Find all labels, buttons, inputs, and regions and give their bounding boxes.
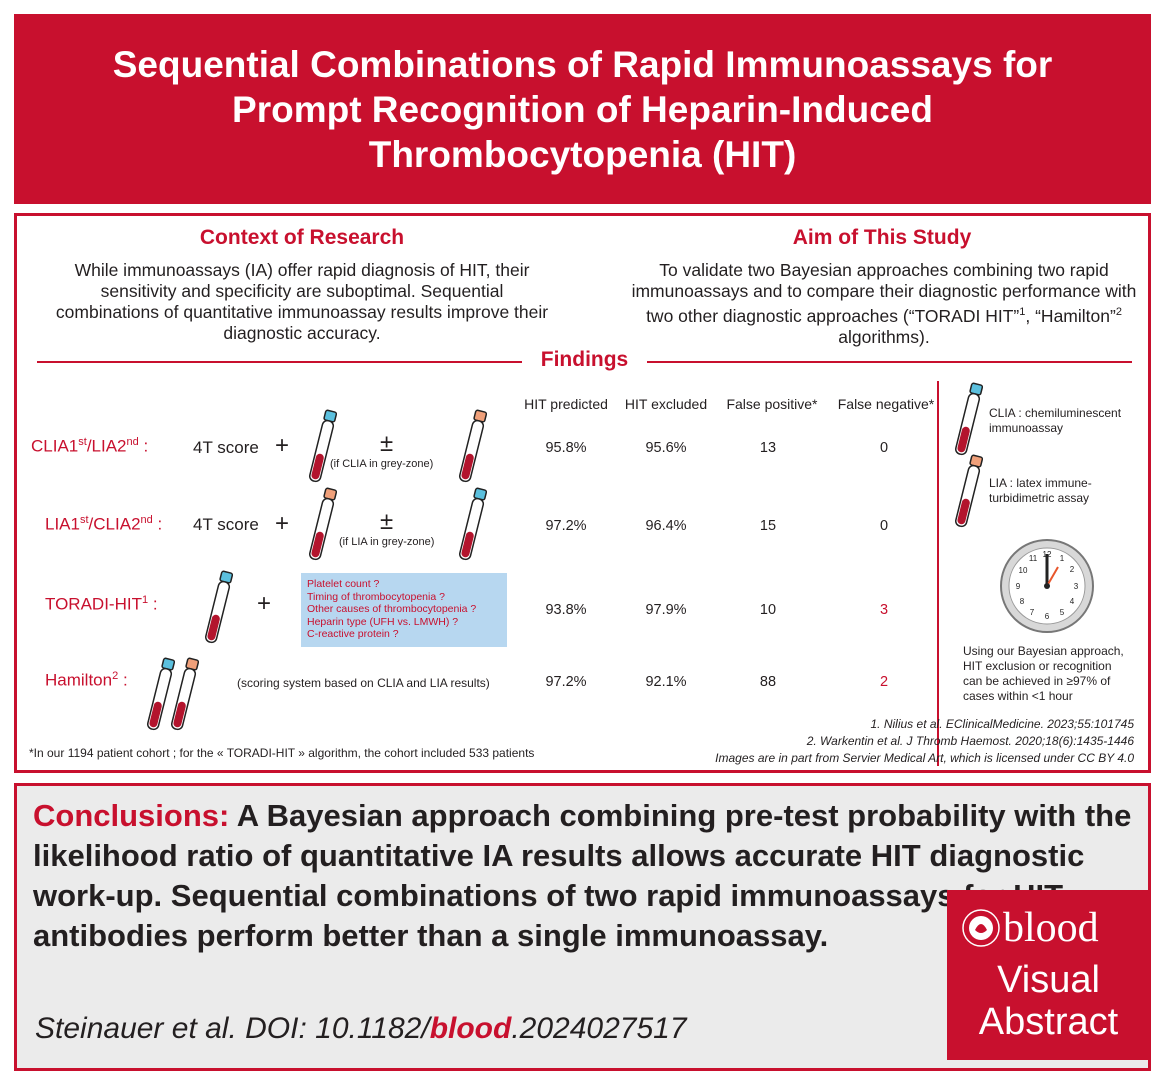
clock-number: 1 bbox=[1060, 554, 1065, 563]
row2-hit-predicted: 97.2% bbox=[545, 518, 587, 534]
clock-number: 10 bbox=[1019, 566, 1028, 575]
blood-visual-abstract-logo: blood Visual Abstract bbox=[947, 890, 1150, 1060]
legend-clock-text: Using our Bayesian approach, HIT exclusi… bbox=[963, 644, 1124, 703]
row1-false-positive: 13 bbox=[759, 440, 777, 456]
row2-4t-score: 4T score bbox=[193, 515, 259, 534]
toradi-criterion: C-reactive protein ? bbox=[307, 628, 399, 640]
clock-number: 11 bbox=[1029, 554, 1038, 563]
row2-false-negative: 0 bbox=[879, 518, 889, 534]
cohort-footnote: *In our 1194 patient cohort ; for the « … bbox=[29, 746, 535, 760]
reference-2: 2. Warkentin et al. J Thromb Haemost. 20… bbox=[806, 734, 1134, 748]
blood-seal-icon bbox=[962, 909, 1000, 947]
row4-false-negative: 2 bbox=[879, 674, 889, 690]
clock-number: 8 bbox=[1020, 597, 1025, 606]
reference-1: 1. Nilius et al. EClinicalMedicine. 2023… bbox=[870, 717, 1135, 731]
conclusion-body: A Bayesian approach combining pre-test p… bbox=[33, 798, 1132, 953]
row4-hit-excluded: 92.1% bbox=[645, 674, 687, 690]
clia-tube-icon bbox=[146, 657, 175, 731]
row1-hit-predicted: 95.8% bbox=[545, 440, 587, 456]
row2-false-positive: 15 bbox=[759, 518, 777, 534]
lia-tube-icon bbox=[170, 657, 199, 731]
col-false-negative: False negative* bbox=[837, 396, 935, 412]
row1-false-negative: 0 bbox=[879, 440, 889, 456]
toradi-criteria-box: Platelet count ? Timing of thrombocytope… bbox=[301, 573, 507, 647]
row3-false-positive: 10 bbox=[759, 602, 777, 618]
clock-number: 9 bbox=[1016, 582, 1021, 591]
hamilton-note: (scoring system based on CLIA and LIA re… bbox=[237, 676, 490, 690]
logo-line-visual: Visual bbox=[997, 959, 1100, 1001]
page-title: Sequential Combinations of Rapid Immunoa… bbox=[112, 43, 1053, 175]
legend-lia: LIA : latex immune-turbidimetric assay bbox=[989, 476, 1092, 505]
aim-heading: Aim of This Study bbox=[792, 226, 972, 249]
clock-number: 4 bbox=[1070, 597, 1075, 606]
conclusion-label: Conclusions: bbox=[33, 798, 230, 833]
toradi-criterion: Timing of thrombocytopenia ? bbox=[307, 590, 445, 603]
clia-tube-icon bbox=[458, 487, 487, 561]
row-label-lia1-clia2: LIA1st/CLIA2nd : bbox=[45, 514, 163, 534]
title-banner: Sequential Combinations of Rapid Immunoa… bbox=[14, 14, 1151, 204]
clock-icon: 12 1 2 3 4 5 6 7 8 9 10 11 bbox=[1000, 539, 1094, 633]
findings-rule-right bbox=[647, 361, 1132, 363]
row3-hit-predicted: 93.8% bbox=[545, 602, 587, 618]
legend-clia: CLIA : chemiluminescent immunoassay bbox=[989, 406, 1122, 435]
row1-4t-score: 4T score bbox=[193, 438, 259, 457]
row1-hit-excluded: 95.6% bbox=[645, 440, 687, 456]
row2-grey-zone-note: (if LIA in grey-zone) bbox=[339, 536, 435, 548]
aim-text-tail: (“TORADI HIT”1, “Hamilton”2 algorithms). bbox=[838, 305, 1122, 347]
col-hit-predicted: HIT predicted bbox=[524, 396, 608, 412]
row2-hit-excluded: 96.4% bbox=[645, 518, 687, 534]
legend-divider bbox=[937, 381, 939, 766]
col-false-positive: False positive* bbox=[726, 396, 818, 412]
row4-false-positive: 88 bbox=[759, 674, 777, 690]
aim-text-main: To validate two Bayesian approaches comb… bbox=[631, 260, 1137, 326]
findings-rule-left bbox=[37, 361, 522, 363]
clia-tube-icon bbox=[204, 570, 233, 644]
clock-number: 3 bbox=[1074, 582, 1079, 591]
logo-brand: blood bbox=[1003, 905, 1099, 951]
conclusion-panel: Conclusions: A Bayesian approach combini… bbox=[14, 783, 1151, 1071]
toradi-criterion: Platelet count ? bbox=[307, 578, 380, 590]
toradi-criterion: Other causes of thrombocytopenia ? bbox=[307, 603, 477, 615]
clock-number: 7 bbox=[1030, 608, 1035, 617]
clock-number: 5 bbox=[1060, 608, 1065, 617]
lia-tube-icon bbox=[458, 409, 487, 483]
row1-plus-minus: ± bbox=[380, 430, 394, 457]
row3-false-negative: 3 bbox=[879, 602, 889, 618]
clia-tube-icon bbox=[308, 409, 337, 483]
row2-plus: + bbox=[275, 510, 290, 537]
clock-number: 2 bbox=[1070, 565, 1075, 574]
row4-hit-predicted: 97.2% bbox=[545, 674, 587, 690]
row1-grey-zone-note: (if CLIA in grey-zone) bbox=[330, 458, 434, 470]
conclusion-text: Conclusions: A Bayesian approach combini… bbox=[33, 796, 1133, 956]
toradi-criterion: Heparin type (UFH vs. LMWH) ? bbox=[307, 615, 459, 628]
lia-tube-icon bbox=[308, 487, 337, 561]
clock-number: 6 bbox=[1045, 612, 1050, 621]
clia-tube-icon bbox=[954, 382, 983, 456]
row3-plus: + bbox=[257, 590, 272, 617]
aim-text: To validate two Bayesian approaches comb… bbox=[629, 260, 1139, 348]
row3-hit-excluded: 97.9% bbox=[645, 602, 687, 618]
col-hit-excluded: HIT excluded bbox=[624, 396, 708, 412]
citation: Steinauer et al. DOI: 10.1182/blood.2024… bbox=[35, 1012, 687, 1045]
row-label-hamilton: Hamilton2 : bbox=[45, 670, 128, 690]
lia-tube-icon bbox=[954, 454, 983, 528]
row1-plus: + bbox=[275, 432, 290, 459]
logo-line-abstract: Abstract bbox=[978, 1001, 1119, 1043]
context-heading: Context of Research bbox=[199, 226, 405, 249]
findings-heading: Findings bbox=[540, 348, 629, 371]
image-credit: Images are in part from Servier Medical … bbox=[715, 751, 1134, 765]
main-panel: Context of Research While immunoassays (… bbox=[14, 213, 1151, 773]
row-label-toradi-hit: TORADI-HIT1 : bbox=[45, 594, 158, 614]
row2-plus-minus: ± bbox=[380, 508, 394, 535]
context-text: While immunoassays (IA) offer rapid diag… bbox=[55, 260, 549, 343]
row-label-clia1-lia2: CLIA1st/LIA2nd : bbox=[31, 436, 149, 456]
